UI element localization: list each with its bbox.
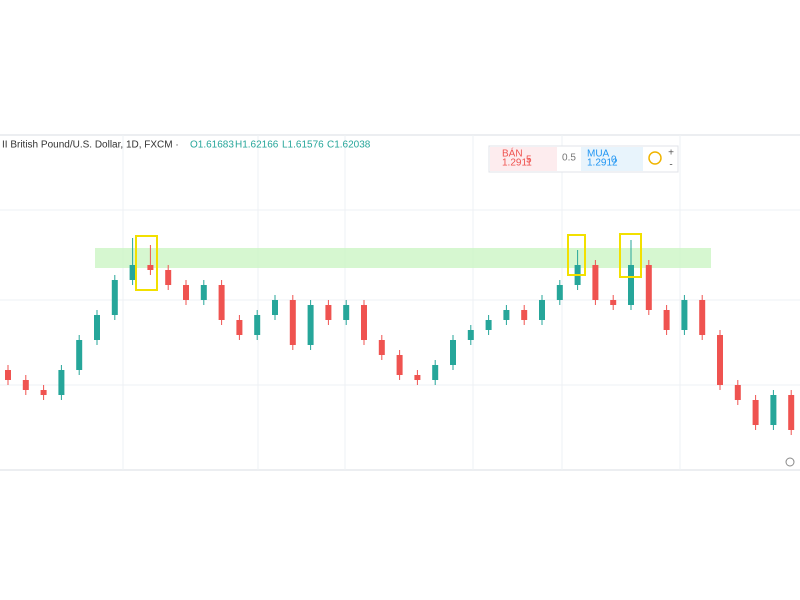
- trade-widget: BÁN 1.2911 5 0.5 MUA 1.2912 0 + -: [488, 145, 679, 173]
- candle-body: [76, 340, 83, 370]
- candle-body: [289, 300, 296, 345]
- plot: [5, 238, 795, 435]
- buy-pip: 0: [611, 155, 617, 166]
- minus-icon[interactable]: -: [669, 160, 672, 171]
- highlight-box: [567, 234, 586, 276]
- candle-body: [699, 300, 706, 335]
- candle-body: [129, 265, 136, 280]
- grid: [0, 135, 800, 470]
- candle-body: [111, 280, 118, 315]
- candle-body: [378, 340, 385, 355]
- plus-icon[interactable]: +: [668, 148, 674, 159]
- spread: 0.5: [562, 153, 576, 164]
- candle-body: [183, 285, 189, 300]
- symbol: II British Pound/U.S. Dollar, 1D, FXCM ·: [2, 140, 179, 151]
- candle-body: [539, 300, 545, 320]
- candle-body: [414, 375, 421, 380]
- candle-body: [94, 315, 100, 340]
- highlight-box: [619, 233, 642, 278]
- candle-body: [485, 320, 492, 330]
- candle-body: [556, 285, 563, 300]
- ohlc-close: C1.62038: [327, 140, 371, 151]
- candle-body: [325, 305, 332, 320]
- candle-body: [432, 365, 439, 380]
- candle-body: [734, 385, 741, 400]
- candle-body: [272, 300, 278, 315]
- candle-body: [396, 355, 403, 375]
- sell-price: 1.2911: [502, 158, 532, 169]
- candle-body: [236, 320, 243, 335]
- candle-body: [307, 305, 314, 345]
- candle-body: [254, 315, 261, 335]
- ohlc-open: O1.61683: [190, 140, 234, 151]
- buy-price: 1.2912: [587, 158, 618, 169]
- buy-label: MUA: [587, 149, 610, 160]
- candle-body: [503, 310, 510, 320]
- candle-body: [40, 390, 47, 395]
- candle-body: [218, 285, 225, 320]
- candle-body: [592, 265, 599, 300]
- candle-body: [467, 330, 474, 340]
- ohlc-high: H1.62166: [235, 140, 279, 151]
- candle-body: [610, 300, 617, 305]
- candle-body: [521, 310, 528, 320]
- candle-body: [663, 310, 670, 330]
- candle-body: [450, 340, 456, 365]
- sell-button[interactable]: [490, 147, 557, 171]
- candle-body: [165, 270, 172, 285]
- candle-body: [788, 395, 795, 430]
- sell-label: BÁN: [502, 147, 523, 160]
- candle-body: [770, 395, 777, 425]
- candle-body: [752, 400, 759, 425]
- candle-body: [645, 265, 652, 310]
- highlight-box: [135, 235, 158, 291]
- candle-body: [361, 305, 367, 340]
- buy-button[interactable]: [581, 147, 643, 171]
- candle-body: [22, 380, 29, 390]
- candle-body: [200, 285, 207, 300]
- candle-body: [681, 300, 688, 330]
- ohlc-low: L1.61576: [282, 140, 324, 151]
- candle-body: [628, 265, 634, 305]
- candle-body: [343, 305, 350, 320]
- sell-pip: 5: [526, 155, 532, 166]
- candle-body: [717, 335, 723, 385]
- candle-body: [58, 370, 65, 395]
- settings-icon[interactable]: [785, 457, 795, 467]
- resistance-zone: [95, 248, 711, 268]
- info-icon[interactable]: [648, 151, 662, 165]
- candle-body: [147, 265, 154, 270]
- candle-body: [5, 370, 11, 380]
